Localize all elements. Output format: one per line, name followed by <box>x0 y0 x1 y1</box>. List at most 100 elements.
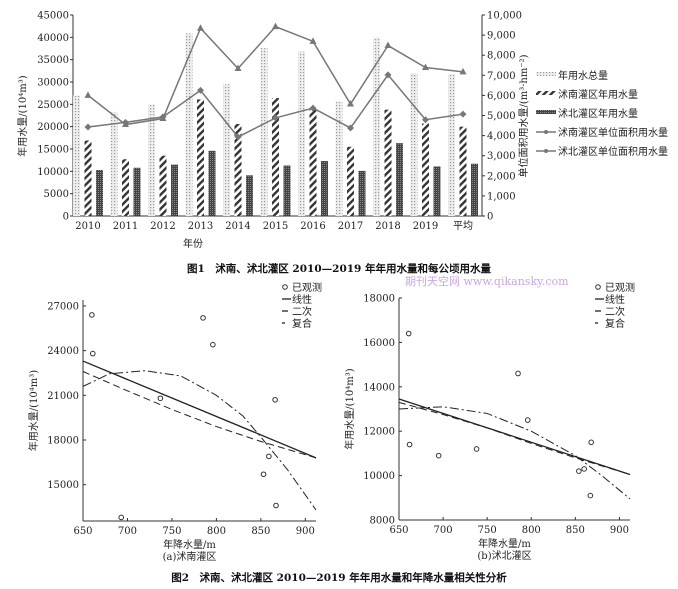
observed-point <box>473 446 480 452</box>
y-tick-label: 18000 <box>47 435 79 446</box>
y2-tick-label: 8,000 <box>487 51 516 62</box>
bar-total <box>448 73 455 217</box>
y-tick-label: 16000 <box>363 338 395 349</box>
y-tick-label: 10000 <box>363 471 395 482</box>
observed-point <box>210 341 216 348</box>
y-tick-label: 35000 <box>37 55 69 66</box>
legend-label: 沭南灌区年用水量 <box>558 88 638 101</box>
fit-line-linear <box>82 360 317 459</box>
observed-point <box>524 417 531 423</box>
x-tick-label: 2010 <box>75 221 100 232</box>
x-tick-label: 2013 <box>188 221 213 232</box>
legend-label: 年用水总量 <box>558 69 608 82</box>
legend-label: 线性 <box>292 293 312 306</box>
diamond-marker <box>84 123 92 131</box>
x-tick-label: 2017 <box>338 221 363 232</box>
legend-swatch <box>536 91 556 95</box>
bar-shunan <box>422 123 429 216</box>
diamond-marker <box>197 86 204 94</box>
y-tick-label: 14000 <box>363 382 395 393</box>
legend-label: 沭北灌区年用水量 <box>558 107 638 120</box>
observed-point <box>272 396 278 403</box>
observed-point <box>406 441 413 448</box>
triangle-marker <box>309 37 317 44</box>
observed-point <box>581 466 587 472</box>
legend-label: 沭北灌区单位面积用水量 <box>558 145 668 158</box>
observed-point <box>405 330 412 337</box>
y-tick-label: 25000 <box>37 100 69 111</box>
x-tick-label: 2012 <box>150 221 175 232</box>
x-tick-label: 900 <box>296 526 315 537</box>
observed-point <box>587 492 594 499</box>
triangle-marker <box>422 63 429 70</box>
observed-point <box>118 514 125 521</box>
bar-shunan <box>309 109 317 216</box>
legend-label: 复合 <box>605 317 625 330</box>
bar-shubei <box>133 167 141 216</box>
y2-tick-label: 3,000 <box>487 151 516 162</box>
bar-shunan <box>459 126 467 216</box>
bar-shunan <box>84 140 92 216</box>
y-axis-label: 年用水量/(10⁴m³) <box>27 370 40 451</box>
bar-shubei <box>283 165 291 216</box>
x-tick-label: 2019 <box>413 221 438 232</box>
bar-shubei <box>358 170 366 216</box>
bar-total <box>148 104 155 216</box>
y2-tick-label: 7,000 <box>487 71 516 82</box>
x-tick-label: 2015 <box>263 221 288 232</box>
y2-tick-label: 6,000 <box>487 91 516 102</box>
x-tick-label: 2016 <box>300 221 325 232</box>
y2-tick-label: 2,000 <box>487 171 516 182</box>
bar-total <box>298 51 305 217</box>
observed-point <box>89 350 96 357</box>
triangle-marker <box>347 100 354 107</box>
legend-marker <box>282 284 288 290</box>
diamond-marker <box>422 116 429 124</box>
triangle-marker <box>197 24 204 31</box>
fit-line-compound <box>398 406 631 500</box>
figure1-caption: 图1 沭南、沭北灌区 2010—2019 年年用水量和每公顷用水量 <box>187 262 492 275</box>
legend-swatch <box>536 72 556 76</box>
observed-point <box>515 370 521 377</box>
bar-shubei <box>433 166 441 216</box>
y-tick-label: 45000 <box>37 11 69 22</box>
y-tick-label: 10000 <box>37 167 69 178</box>
y-tick-label: 27000 <box>47 301 79 312</box>
bar-total <box>335 101 343 216</box>
y-tick-label: 8000 <box>370 516 395 527</box>
x-tick-label: 2011 <box>113 221 138 232</box>
y-tick-label: 0 <box>63 212 69 223</box>
x-tick-label: 900 <box>610 525 629 536</box>
bar-shunan <box>272 98 279 216</box>
y-tick-label: 40000 <box>37 33 69 44</box>
bar-total <box>373 37 380 217</box>
bar-shubei <box>171 164 178 216</box>
y-tick-label: 5000 <box>44 189 69 200</box>
triangle-marker <box>234 64 242 71</box>
fit-line-compound <box>82 370 317 511</box>
x-tick-label: 650 <box>73 526 92 537</box>
x-tick-label: 800 <box>207 526 226 537</box>
fit-line-quadratic <box>82 371 317 459</box>
bar-shunan <box>197 99 204 216</box>
x-tick-label: 850 <box>251 526 270 537</box>
diamond-marker <box>122 118 129 126</box>
figure2-caption: 图2 沭南、沭北灌区 2010—2019 年年用水量和年降水量相关性分析 <box>171 571 507 584</box>
watermark: 期刊天空网 www.qikansky.com <box>405 274 569 288</box>
observed-point <box>200 315 206 321</box>
y-tick-label: 20000 <box>37 122 69 133</box>
bar-total <box>73 95 80 216</box>
bar-total <box>260 48 268 217</box>
triangle-marker <box>384 41 392 49</box>
figure1-ylabel: 年用水量/(10⁴m³) <box>16 75 29 156</box>
legend-marker <box>544 149 548 153</box>
diamond-marker <box>272 114 279 122</box>
bar-shunan <box>234 123 242 216</box>
y2-tick-label: 1,000 <box>487 191 516 202</box>
bar-shunan <box>384 109 392 216</box>
bar-shunan <box>122 159 129 216</box>
legend-label: 沭南灌区单位面积用水量 <box>558 126 668 139</box>
x-tick-label: 650 <box>389 525 408 536</box>
figure1-y2label: 单位面积用水量/(m³·hm⁻²) <box>517 54 530 177</box>
